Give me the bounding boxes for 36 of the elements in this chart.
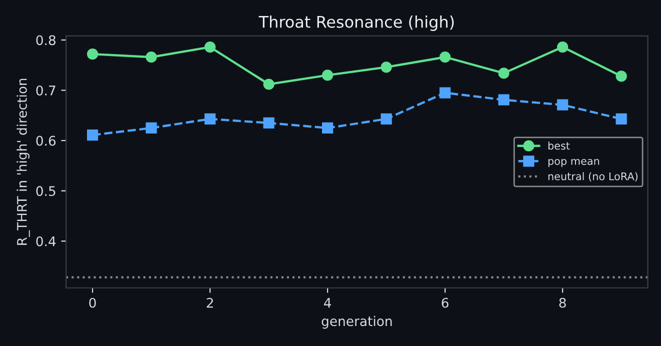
y-tick-label: 0.7 [36, 86, 56, 96]
x-tick-label: 8 [559, 298, 566, 308]
y-tick-label: 0.5 [36, 186, 56, 196]
point [498, 94, 510, 106]
x-axis-title: generation [322, 316, 392, 329]
y-tick-label: 0.4 [36, 236, 56, 246]
legend-label: neutral (no LoRA) [548, 172, 638, 182]
point [440, 52, 451, 63]
point [86, 48, 98, 60]
point [263, 117, 274, 129]
point [322, 70, 334, 81]
point [498, 68, 510, 79]
x-tick-label: 0 [89, 298, 96, 308]
x-tick-label: 6 [442, 298, 448, 308]
point [86, 129, 98, 141]
point [440, 87, 451, 98]
point [146, 122, 157, 134]
chart-title: Throat Resonance (high) [258, 16, 454, 31]
point [557, 99, 568, 110]
x-tick-label: 2 [206, 298, 213, 308]
y-tick-label: 0.6 [36, 136, 56, 146]
point [322, 122, 334, 134]
y-axis-title: R_THRT in 'high' direction [16, 78, 30, 245]
legend-label: best [548, 142, 570, 150]
legend-label: pop mean [548, 158, 600, 167]
point [616, 113, 627, 124]
point [146, 52, 157, 63]
point [204, 41, 216, 53]
point [380, 113, 392, 124]
point [557, 41, 568, 53]
point [263, 78, 274, 90]
x-tick-label: 4 [324, 298, 332, 308]
point [380, 62, 392, 73]
point [204, 113, 216, 124]
y-tick-label: 0.8 [36, 35, 56, 46]
point [616, 70, 627, 82]
